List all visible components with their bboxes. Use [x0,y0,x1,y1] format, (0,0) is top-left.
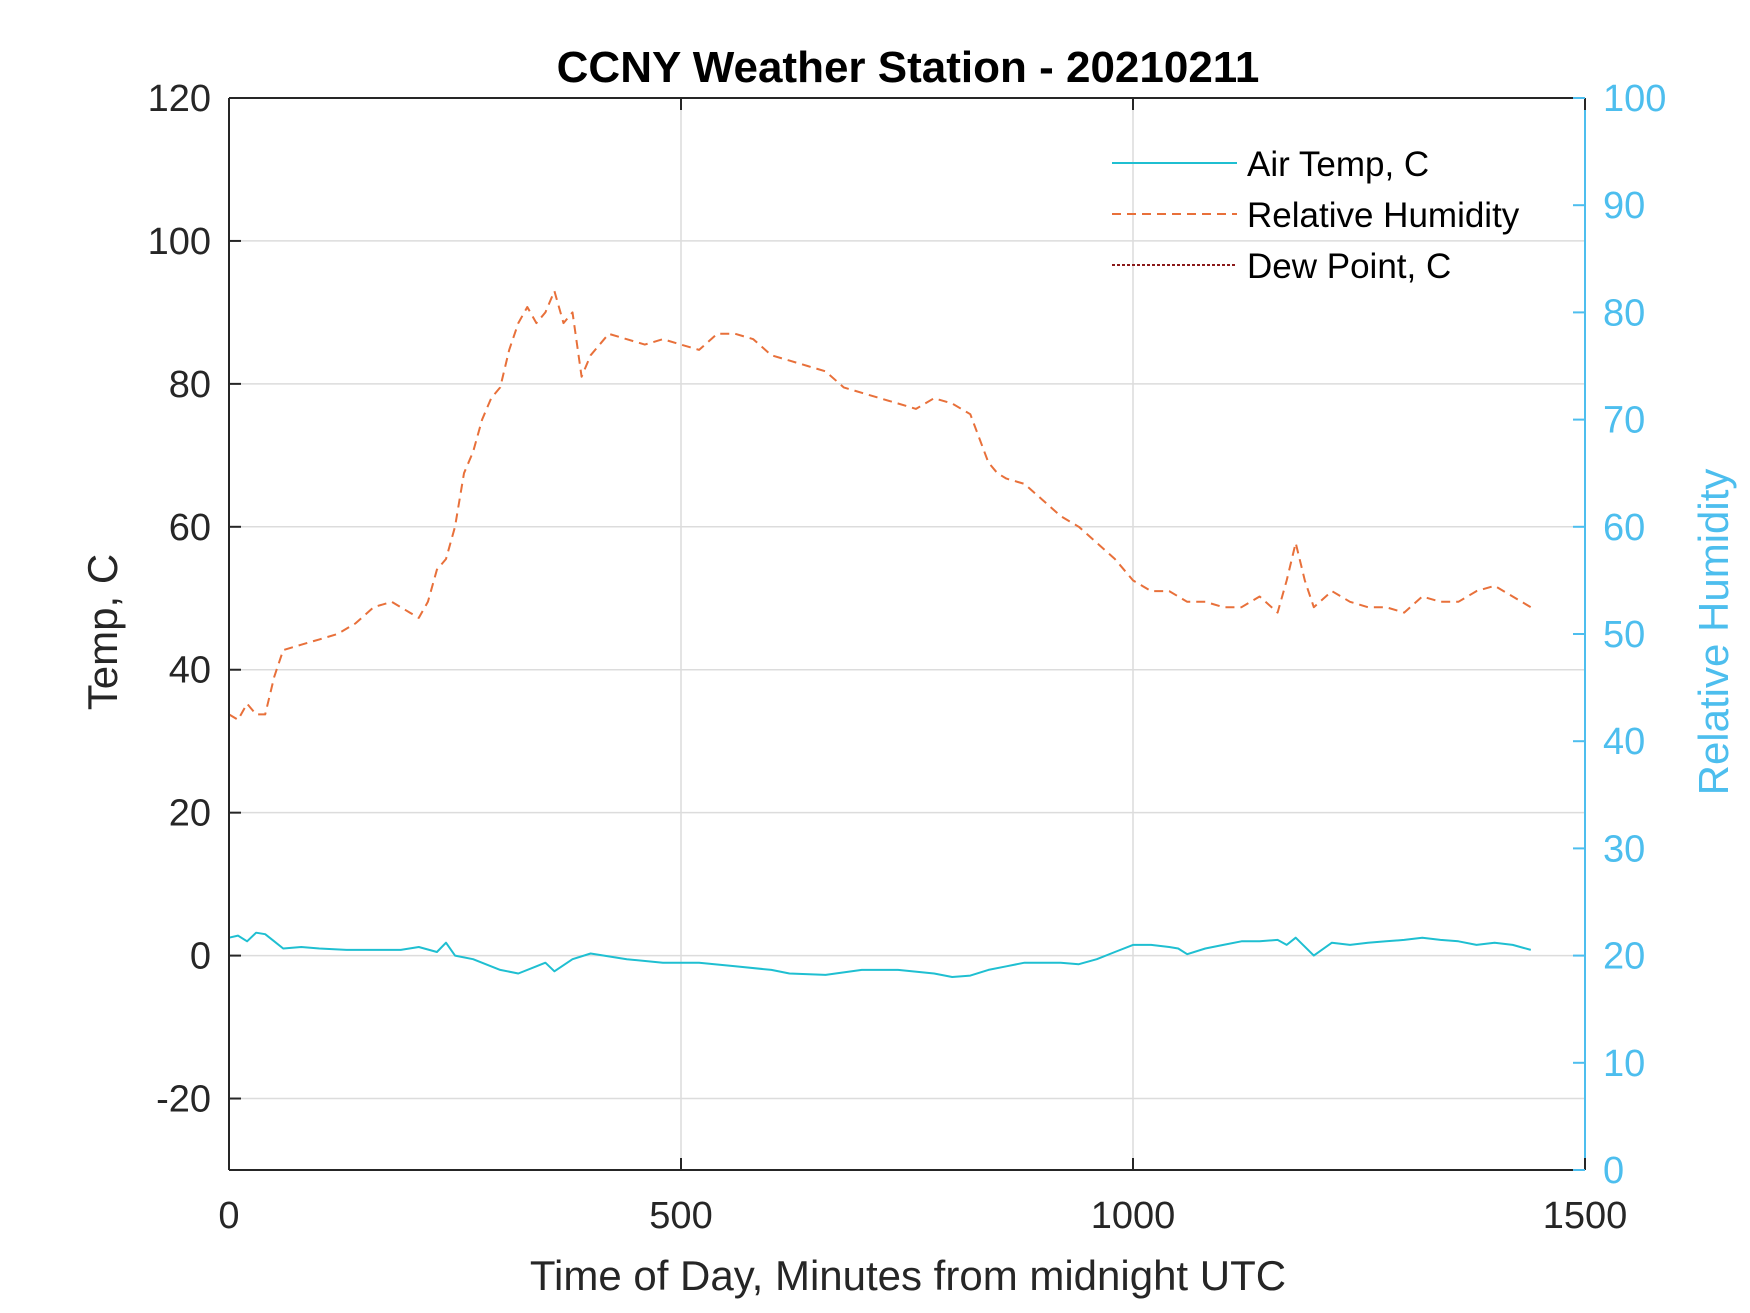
y2-tick-label: 40 [1603,721,1645,763]
y-tick-label: 60 [169,507,211,549]
plot-series [228,290,1532,978]
y2-tick-label: 90 [1603,185,1645,227]
x-tick-label: 0 [218,1195,239,1237]
y2-tick-label: 60 [1603,507,1645,549]
y-tick-label: 20 [169,793,211,835]
legend-label-air-temp: Air Temp, C [1247,145,1429,184]
y2-tick-label: 10 [1603,1043,1645,1085]
y2-tick-label: 100 [1603,78,1666,120]
y-tick-label: 80 [169,364,211,406]
x-tick-label: 1000 [1091,1195,1176,1237]
x-tick-label: 1500 [1543,1195,1628,1237]
y-tick-label: 120 [148,78,211,120]
y2-tick-label: 30 [1603,828,1645,870]
axes: 0 500 1000 1500 -20 0 20 40 60 80 100 120 0 10 20 30 40 5… [148,78,1667,1237]
legend-label-relative-humidity: Relative Humidity [1247,196,1520,235]
chart-title: CCNY Weather Station - 20210211 [557,43,1260,92]
series-line-air-temp [228,931,1532,978]
y2-tick-label: 80 [1603,292,1645,334]
legend-label-dew-point: Dew Point, C [1247,247,1451,286]
y2-tick-label: 50 [1603,614,1645,656]
y2-axis-title: Relative Humidity [1690,469,1737,796]
y2-tick-label: 20 [1603,936,1645,978]
x-tick-label: 500 [649,1195,712,1237]
y-tick-label: -20 [156,1079,211,1121]
y-tick-label: 0 [190,936,211,978]
series-line-relative-humidity [228,290,1532,721]
y2-tick-label: 0 [1603,1150,1624,1192]
y-tick-label: 40 [169,650,211,692]
y-axis-title: Temp, C [79,554,126,710]
legend: Air Temp, C Relative Humidity Dew Point,… [1112,145,1520,286]
y-tick-label: 100 [148,221,211,263]
y2-tick-label: 70 [1603,400,1645,442]
x-axis-title: Time of Day, Minutes from midnight UTC [530,1252,1286,1299]
